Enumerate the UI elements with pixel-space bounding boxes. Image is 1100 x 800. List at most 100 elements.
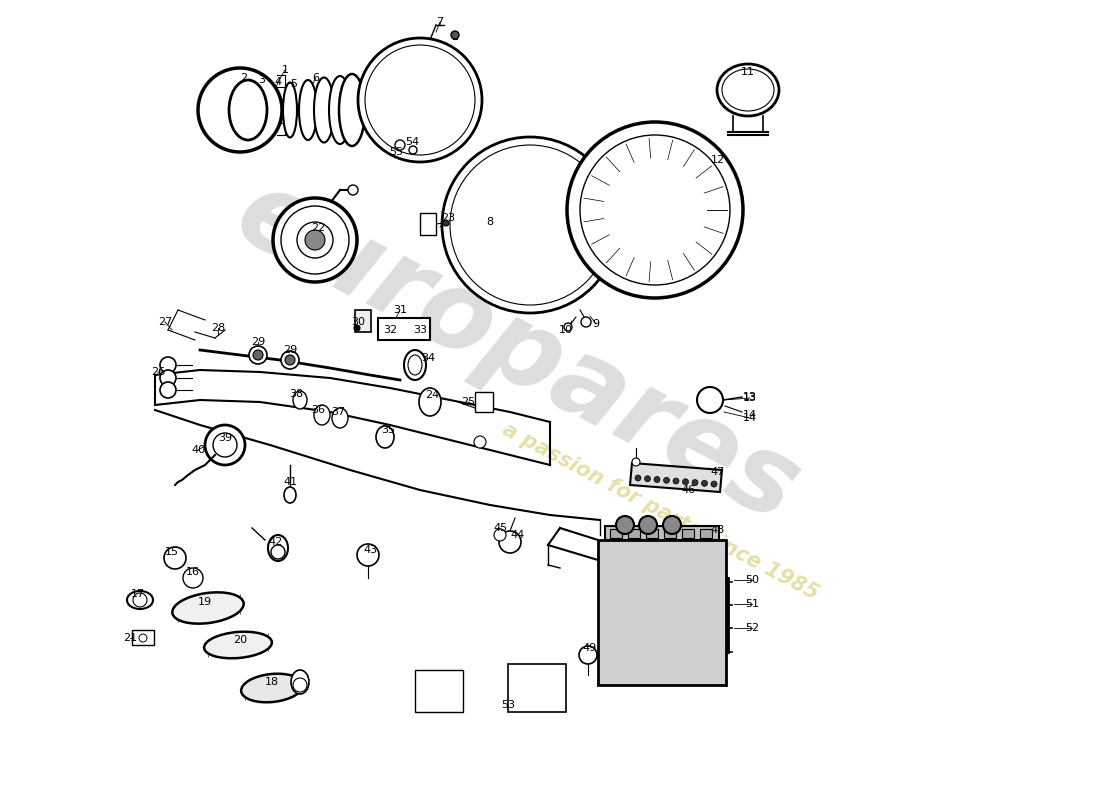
- Circle shape: [354, 325, 360, 331]
- Circle shape: [654, 477, 660, 482]
- Text: 47: 47: [711, 467, 725, 477]
- Text: 1: 1: [282, 65, 288, 75]
- Circle shape: [663, 516, 681, 534]
- Circle shape: [139, 634, 147, 642]
- Text: europares: europares: [218, 159, 816, 545]
- Bar: [415, 670, 463, 712]
- Text: 4: 4: [274, 77, 282, 87]
- Text: 23: 23: [441, 213, 455, 223]
- Text: 43: 43: [363, 545, 377, 555]
- Ellipse shape: [717, 64, 779, 116]
- Ellipse shape: [126, 591, 153, 609]
- Circle shape: [499, 531, 521, 553]
- Circle shape: [164, 547, 186, 569]
- Bar: [598, 540, 726, 685]
- Ellipse shape: [722, 69, 774, 111]
- Bar: [646, 529, 658, 538]
- Circle shape: [566, 122, 742, 298]
- Circle shape: [474, 436, 486, 448]
- Bar: [132, 630, 154, 645]
- Circle shape: [205, 425, 245, 465]
- Circle shape: [198, 68, 282, 152]
- Text: 12: 12: [711, 155, 725, 165]
- Bar: [475, 392, 493, 412]
- Circle shape: [639, 516, 657, 534]
- Bar: [664, 529, 676, 538]
- Ellipse shape: [329, 76, 351, 144]
- Text: 8: 8: [486, 217, 494, 227]
- Text: 17: 17: [131, 589, 145, 599]
- Bar: [605, 526, 719, 540]
- Text: 18: 18: [265, 677, 279, 687]
- Text: 13: 13: [742, 393, 757, 403]
- Text: 42: 42: [268, 537, 283, 547]
- Text: 29: 29: [251, 337, 265, 347]
- Text: 7: 7: [437, 17, 443, 27]
- Text: 19: 19: [198, 597, 212, 607]
- Circle shape: [692, 479, 698, 486]
- Text: 24: 24: [425, 390, 439, 400]
- Circle shape: [213, 433, 236, 457]
- Text: 36: 36: [311, 405, 324, 415]
- Text: 52: 52: [745, 623, 759, 633]
- Text: 28: 28: [211, 323, 226, 333]
- Bar: [355, 310, 371, 332]
- Ellipse shape: [284, 487, 296, 503]
- Ellipse shape: [268, 535, 288, 561]
- Circle shape: [253, 350, 263, 360]
- Ellipse shape: [314, 78, 334, 142]
- Text: 5: 5: [290, 79, 297, 89]
- Text: 49: 49: [583, 643, 597, 653]
- Circle shape: [443, 220, 449, 226]
- Polygon shape: [630, 463, 722, 492]
- Circle shape: [358, 38, 482, 162]
- Text: 54: 54: [405, 137, 419, 147]
- Circle shape: [273, 198, 358, 282]
- Bar: [610, 529, 621, 538]
- Text: 48: 48: [711, 525, 725, 535]
- Ellipse shape: [241, 674, 302, 702]
- Text: 55: 55: [389, 147, 403, 157]
- Text: 10: 10: [559, 325, 573, 335]
- Circle shape: [297, 222, 333, 258]
- Circle shape: [564, 323, 572, 331]
- Text: 16: 16: [186, 567, 200, 577]
- Text: 13: 13: [742, 392, 757, 402]
- Text: 45: 45: [493, 523, 507, 533]
- Bar: [682, 529, 694, 538]
- Text: 22: 22: [311, 223, 326, 233]
- Circle shape: [348, 185, 358, 195]
- Circle shape: [682, 478, 689, 485]
- Circle shape: [358, 544, 379, 566]
- Text: 30: 30: [351, 317, 365, 327]
- Text: 15: 15: [165, 547, 179, 557]
- Circle shape: [183, 568, 204, 588]
- Circle shape: [305, 230, 324, 250]
- Circle shape: [494, 529, 506, 541]
- Circle shape: [249, 346, 267, 364]
- Ellipse shape: [205, 632, 272, 658]
- Text: 20: 20: [233, 635, 248, 645]
- Circle shape: [285, 355, 295, 365]
- Text: 31: 31: [393, 305, 407, 315]
- Text: 39: 39: [218, 433, 232, 443]
- Text: 21: 21: [123, 633, 138, 643]
- Text: 27: 27: [158, 317, 172, 327]
- Circle shape: [293, 678, 307, 692]
- Ellipse shape: [292, 670, 309, 694]
- Text: 40: 40: [191, 445, 205, 455]
- Circle shape: [663, 478, 670, 483]
- Ellipse shape: [299, 80, 317, 140]
- Circle shape: [451, 31, 459, 39]
- Text: 14: 14: [742, 410, 757, 420]
- Ellipse shape: [404, 350, 426, 380]
- Circle shape: [450, 145, 610, 305]
- Text: 9: 9: [593, 319, 600, 329]
- Circle shape: [645, 476, 650, 482]
- Text: 32: 32: [383, 325, 397, 335]
- Circle shape: [616, 516, 634, 534]
- Circle shape: [133, 593, 147, 607]
- Circle shape: [635, 475, 641, 481]
- Bar: [420, 213, 436, 235]
- Circle shape: [280, 351, 299, 369]
